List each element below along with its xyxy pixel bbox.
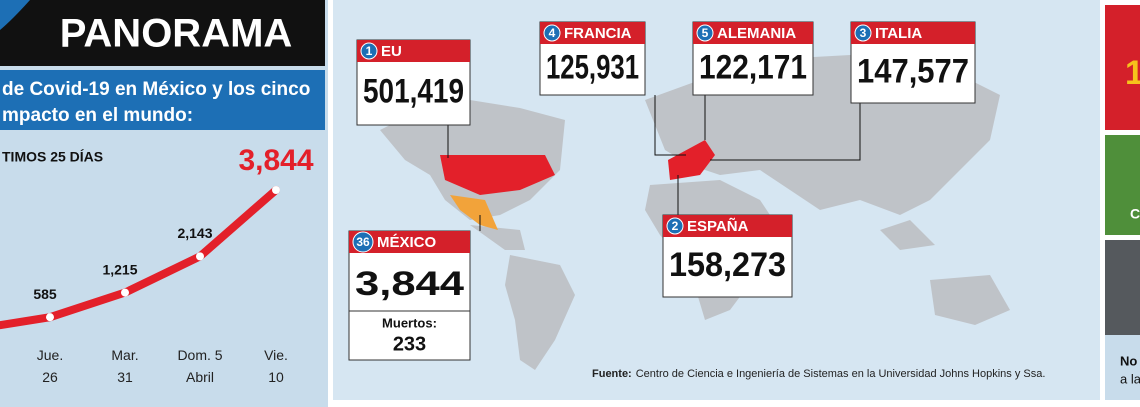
- chart-title: TIMOS 25 DÍAS: [2, 149, 103, 165]
- rank-badge: [696, 24, 714, 42]
- x-tick-label: Dom. 5 Abril: [177, 347, 222, 385]
- callouts: 1 EU 501,419 4 FRANCIA 125,931 5 ALEMANIA 122,17…: [348, 21, 976, 361]
- europe-highlight: [668, 140, 715, 180]
- source-text: Centro de Ciencia e Ingeniería de Sistem…: [636, 368, 1046, 380]
- side-green: [1105, 135, 1140, 235]
- rank: 1: [366, 44, 373, 58]
- callout-header: [693, 22, 813, 44]
- rank-badge: [543, 24, 561, 42]
- side-text: C: [1130, 206, 1140, 222]
- line-chart: 585 Jue. 26 1,215 Mar. 31 2,143 Dom. 5 Abril 3,84…: [0, 144, 314, 385]
- callout-header: [663, 215, 792, 237]
- side-gray: [1105, 240, 1140, 335]
- country: ALEMANIA: [717, 25, 796, 42]
- value-label: 2,143: [177, 225, 212, 241]
- point: [196, 252, 204, 261]
- rank-badge: [360, 42, 378, 60]
- side-note: [1105, 335, 1140, 400]
- rank: 5: [702, 26, 709, 40]
- point: [121, 288, 129, 297]
- country: ITALIA: [875, 25, 922, 42]
- country: EU: [381, 43, 402, 60]
- point: [46, 313, 54, 322]
- connectors: [447, 95, 861, 231]
- country: FRANCIA: [564, 25, 632, 42]
- source: Fuente: Centro de Ciencia e Ingeniería de…: [592, 368, 1045, 380]
- country: MÉXICO: [377, 234, 437, 251]
- callout-header: [349, 231, 470, 253]
- subtitle: de Covid-19 en México y los cinco: [2, 79, 310, 100]
- deaths-label: Muertos:: [382, 315, 437, 330]
- rank-badge: [352, 231, 374, 253]
- header-accent: [0, 0, 30, 30]
- cases: 158,273: [669, 246, 786, 284]
- x-tick-label: Vie. 10: [264, 347, 288, 385]
- point: [272, 186, 280, 194]
- callout-header: [851, 22, 975, 44]
- callout-header: [540, 22, 645, 44]
- cases: 3,844: [355, 265, 464, 303]
- cases: 501,419: [363, 72, 464, 110]
- side-text: No: [1120, 353, 1137, 368]
- cases: 147,577: [857, 52, 969, 90]
- cases: 125,931: [546, 48, 639, 86]
- header-bar: [0, 0, 325, 66]
- rank: 36: [356, 235, 370, 249]
- rank: 4: [549, 26, 556, 40]
- country: ESPAÑA: [687, 217, 749, 235]
- deaths: 233: [393, 333, 426, 355]
- rank: 3: [860, 26, 867, 40]
- usa-highlight: [440, 155, 555, 195]
- subtitle: mpacto en el mundo:: [2, 105, 193, 126]
- left-panel: [0, 0, 328, 407]
- source-label: Fuente:: [592, 368, 632, 380]
- side-text: a la: [1120, 371, 1140, 386]
- value-label: 585: [33, 286, 57, 302]
- rank-badge: [854, 24, 872, 42]
- side-text: 1: [1125, 54, 1140, 92]
- side-red: [1105, 5, 1140, 130]
- rank: 2: [672, 219, 679, 233]
- value-label: 3,844: [238, 144, 313, 177]
- cases: 122,171: [699, 48, 807, 86]
- x-tick-label: Jue. 26: [37, 347, 63, 385]
- value-label: 1,215: [102, 261, 137, 277]
- callout-header: [357, 40, 470, 62]
- mexico-highlight: [450, 195, 498, 230]
- x-tick-label: Mar. 31: [111, 347, 138, 385]
- rank-badge: [666, 217, 684, 235]
- subtitle-band: [0, 70, 325, 130]
- title: PANORAMA: [60, 12, 293, 56]
